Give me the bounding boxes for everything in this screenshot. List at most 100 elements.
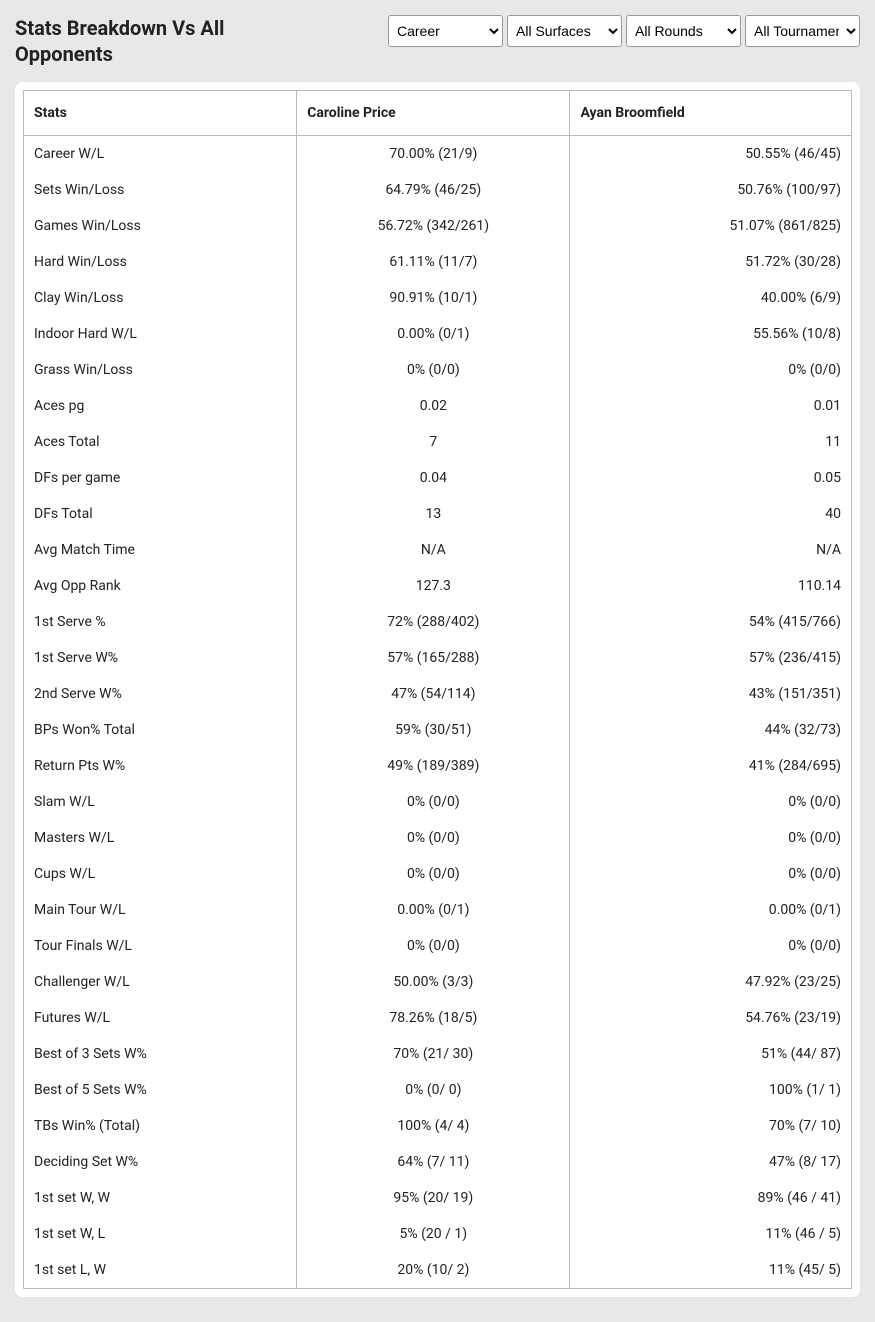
- stat-value-player2: 47.92% (23/25): [570, 964, 852, 1000]
- stat-label: 1st set W, L: [24, 1216, 297, 1252]
- stat-value-player2: 47% (8/ 17): [570, 1144, 852, 1180]
- table-row: Grass Win/Loss0% (0/0)0% (0/0): [24, 352, 852, 388]
- page-title: Stats Breakdown Vs All Opponents: [15, 15, 295, 67]
- table-row: Tour Finals W/L0% (0/0)0% (0/0): [24, 928, 852, 964]
- surface-select[interactable]: All Surfaces: [507, 15, 622, 47]
- stat-value-player1: 0.00% (0/1): [297, 316, 570, 352]
- stat-value-player2: 110.14: [570, 568, 852, 604]
- stat-label: TBs Win% (Total): [24, 1108, 297, 1144]
- column-header-player2: Ayan Broomfield: [570, 91, 852, 136]
- stat-label: Avg Match Time: [24, 532, 297, 568]
- stat-value-player1: 0.02: [297, 388, 570, 424]
- table-row: Hard Win/Loss61.11% (11/7)51.72% (30/28): [24, 244, 852, 280]
- stat-value-player1: 0.04: [297, 460, 570, 496]
- table-row: Avg Match TimeN/AN/A: [24, 532, 852, 568]
- stat-label: Aces Total: [24, 424, 297, 460]
- table-row: BPs Won% Total59% (30/51)44% (32/73): [24, 712, 852, 748]
- stat-value-player1: 0.00% (0/1): [297, 892, 570, 928]
- stat-label: Clay Win/Loss: [24, 280, 297, 316]
- stat-value-player2: 0% (0/0): [570, 820, 852, 856]
- table-row: TBs Win% (Total)100% (4/ 4)70% (7/ 10): [24, 1108, 852, 1144]
- stat-value-player1: 59% (30/51): [297, 712, 570, 748]
- stat-value-player2: 44% (32/73): [570, 712, 852, 748]
- stat-value-player1: 13: [297, 496, 570, 532]
- stat-label: Slam W/L: [24, 784, 297, 820]
- stat-label: Cups W/L: [24, 856, 297, 892]
- stat-value-player1: 64% (7/ 11): [297, 1144, 570, 1180]
- stat-value-player1: 70% (21/ 30): [297, 1036, 570, 1072]
- rounds-select[interactable]: All Rounds: [626, 15, 741, 47]
- stat-label: DFs Total: [24, 496, 297, 532]
- stat-value-player2: 51.72% (30/28): [570, 244, 852, 280]
- stat-label: Deciding Set W%: [24, 1144, 297, 1180]
- table-row: 1st set W, W95% (20/ 19)89% (46 / 41): [24, 1180, 852, 1216]
- stat-label: Best of 3 Sets W%: [24, 1036, 297, 1072]
- stat-value-player1: 57% (165/288): [297, 640, 570, 676]
- stat-label: 2nd Serve W%: [24, 676, 297, 712]
- stat-value-player1: 90.91% (10/1): [297, 280, 570, 316]
- stat-value-player1: 5% (20 / 1): [297, 1216, 570, 1252]
- stat-value-player1: 78.26% (18/5): [297, 1000, 570, 1036]
- stats-table-wrapper: Stats Caroline Price Ayan Broomfield Car…: [15, 82, 860, 1297]
- stat-value-player1: 95% (20/ 19): [297, 1180, 570, 1216]
- table-row: Futures W/L78.26% (18/5)54.76% (23/19): [24, 1000, 852, 1036]
- table-row: Sets Win/Loss64.79% (46/25)50.76% (100/9…: [24, 172, 852, 208]
- stat-value-player1: 20% (10/ 2): [297, 1252, 570, 1289]
- stat-value-player2: 50.55% (46/45): [570, 136, 852, 173]
- stat-label: Games Win/Loss: [24, 208, 297, 244]
- stat-value-player2: 11% (46 / 5): [570, 1216, 852, 1252]
- stat-label: Futures W/L: [24, 1000, 297, 1036]
- stat-value-player2: 51% (44/ 87): [570, 1036, 852, 1072]
- stat-value-player1: 49% (189/389): [297, 748, 570, 784]
- stat-value-player2: 0.01: [570, 388, 852, 424]
- stat-value-player1: 61.11% (11/7): [297, 244, 570, 280]
- table-row: Masters W/L0% (0/0)0% (0/0): [24, 820, 852, 856]
- stat-value-player1: 0% (0/0): [297, 784, 570, 820]
- stat-label: Avg Opp Rank: [24, 568, 297, 604]
- stat-value-player2: 100% (1/ 1): [570, 1072, 852, 1108]
- stat-label: Career W/L: [24, 136, 297, 173]
- table-row: Cups W/L0% (0/0)0% (0/0): [24, 856, 852, 892]
- column-header-stats: Stats: [24, 91, 297, 136]
- stat-label: 1st set W, W: [24, 1180, 297, 1216]
- stat-value-player1: 0% (0/0): [297, 352, 570, 388]
- stats-table: Stats Caroline Price Ayan Broomfield Car…: [23, 90, 852, 1289]
- stat-value-player1: 0% (0/0): [297, 820, 570, 856]
- stat-value-player2: 0% (0/0): [570, 352, 852, 388]
- stat-value-player1: 50.00% (3/3): [297, 964, 570, 1000]
- table-row: Best of 5 Sets W%0% (0/ 0)100% (1/ 1): [24, 1072, 852, 1108]
- timeframe-select[interactable]: Career: [388, 15, 503, 47]
- table-row: 2nd Serve W%47% (54/114)43% (151/351): [24, 676, 852, 712]
- stat-value-player1: 7: [297, 424, 570, 460]
- stat-value-player1: N/A: [297, 532, 570, 568]
- stat-label: DFs per game: [24, 460, 297, 496]
- table-row: 1st set L, W20% (10/ 2)11% (45/ 5): [24, 1252, 852, 1289]
- stat-value-player2: 54% (415/766): [570, 604, 852, 640]
- stat-value-player2: 0.00% (0/1): [570, 892, 852, 928]
- stat-value-player2: 54.76% (23/19): [570, 1000, 852, 1036]
- stat-value-player2: 89% (46 / 41): [570, 1180, 852, 1216]
- stat-value-player2: 55.56% (10/8): [570, 316, 852, 352]
- filter-bar: Career All Surfaces All Rounds All Tourn…: [388, 15, 860, 47]
- stat-value-player2: N/A: [570, 532, 852, 568]
- table-row: Return Pts W%49% (189/389)41% (284/695): [24, 748, 852, 784]
- stat-value-player2: 0% (0/0): [570, 784, 852, 820]
- stat-value-player1: 0% (0/ 0): [297, 1072, 570, 1108]
- stat-value-player1: 70.00% (21/9): [297, 136, 570, 173]
- table-row: Challenger W/L50.00% (3/3)47.92% (23/25): [24, 964, 852, 1000]
- stat-value-player2: 40: [570, 496, 852, 532]
- table-row: Slam W/L0% (0/0)0% (0/0): [24, 784, 852, 820]
- table-row: 1st Serve %72% (288/402)54% (415/766): [24, 604, 852, 640]
- stat-value-player2: 11% (45/ 5): [570, 1252, 852, 1289]
- stat-label: Main Tour W/L: [24, 892, 297, 928]
- stat-label: Challenger W/L: [24, 964, 297, 1000]
- table-row: Aces pg0.020.01: [24, 388, 852, 424]
- stat-value-player1: 64.79% (46/25): [297, 172, 570, 208]
- table-header-row: Stats Caroline Price Ayan Broomfield: [24, 91, 852, 136]
- table-row: Avg Opp Rank127.3110.14: [24, 568, 852, 604]
- stat-value-player1: 56.72% (342/261): [297, 208, 570, 244]
- table-row: Best of 3 Sets W%70% (21/ 30)51% (44/ 87…: [24, 1036, 852, 1072]
- tournaments-select[interactable]: All Tournaments: [745, 15, 860, 47]
- stat-value-player1: 100% (4/ 4): [297, 1108, 570, 1144]
- stat-label: Indoor Hard W/L: [24, 316, 297, 352]
